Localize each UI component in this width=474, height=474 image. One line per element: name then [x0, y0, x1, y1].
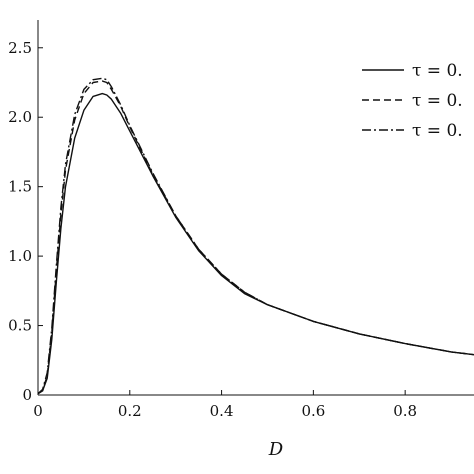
y-tick-label: 0	[22, 386, 32, 404]
legend-label: τ = 0.	[412, 91, 463, 111]
x-tick-label: 0.2	[118, 402, 142, 420]
x-tick-label: 0.4	[210, 402, 234, 420]
x-tick-label: 0.6	[301, 402, 325, 420]
axes: 0 0.2 0.4 0.6 0.8 0 0.5 1.0 1.5 2.0 2.5	[8, 20, 474, 420]
series-line-solid	[37, 92, 474, 395]
y-tick-label: 1.0	[8, 247, 32, 265]
y-tick-label: 2.0	[8, 108, 32, 126]
legend-label: τ = 0.	[412, 61, 463, 81]
series-layer	[37, 77, 474, 395]
x-tick-label: 0	[33, 402, 43, 420]
legend-label: τ = 0.	[412, 121, 463, 141]
series-line-dashdot	[37, 77, 474, 395]
y-tick-label: 0.5	[8, 317, 32, 335]
series-line-dashed	[37, 80, 474, 395]
x-tick-label: 0.8	[393, 402, 417, 420]
x-axis-label: D	[268, 439, 284, 460]
y-tick-label: 1.5	[8, 178, 32, 196]
legend: τ = 0. τ = 0. τ = 0.	[362, 61, 463, 141]
y-tick-label: 2.5	[8, 39, 32, 57]
